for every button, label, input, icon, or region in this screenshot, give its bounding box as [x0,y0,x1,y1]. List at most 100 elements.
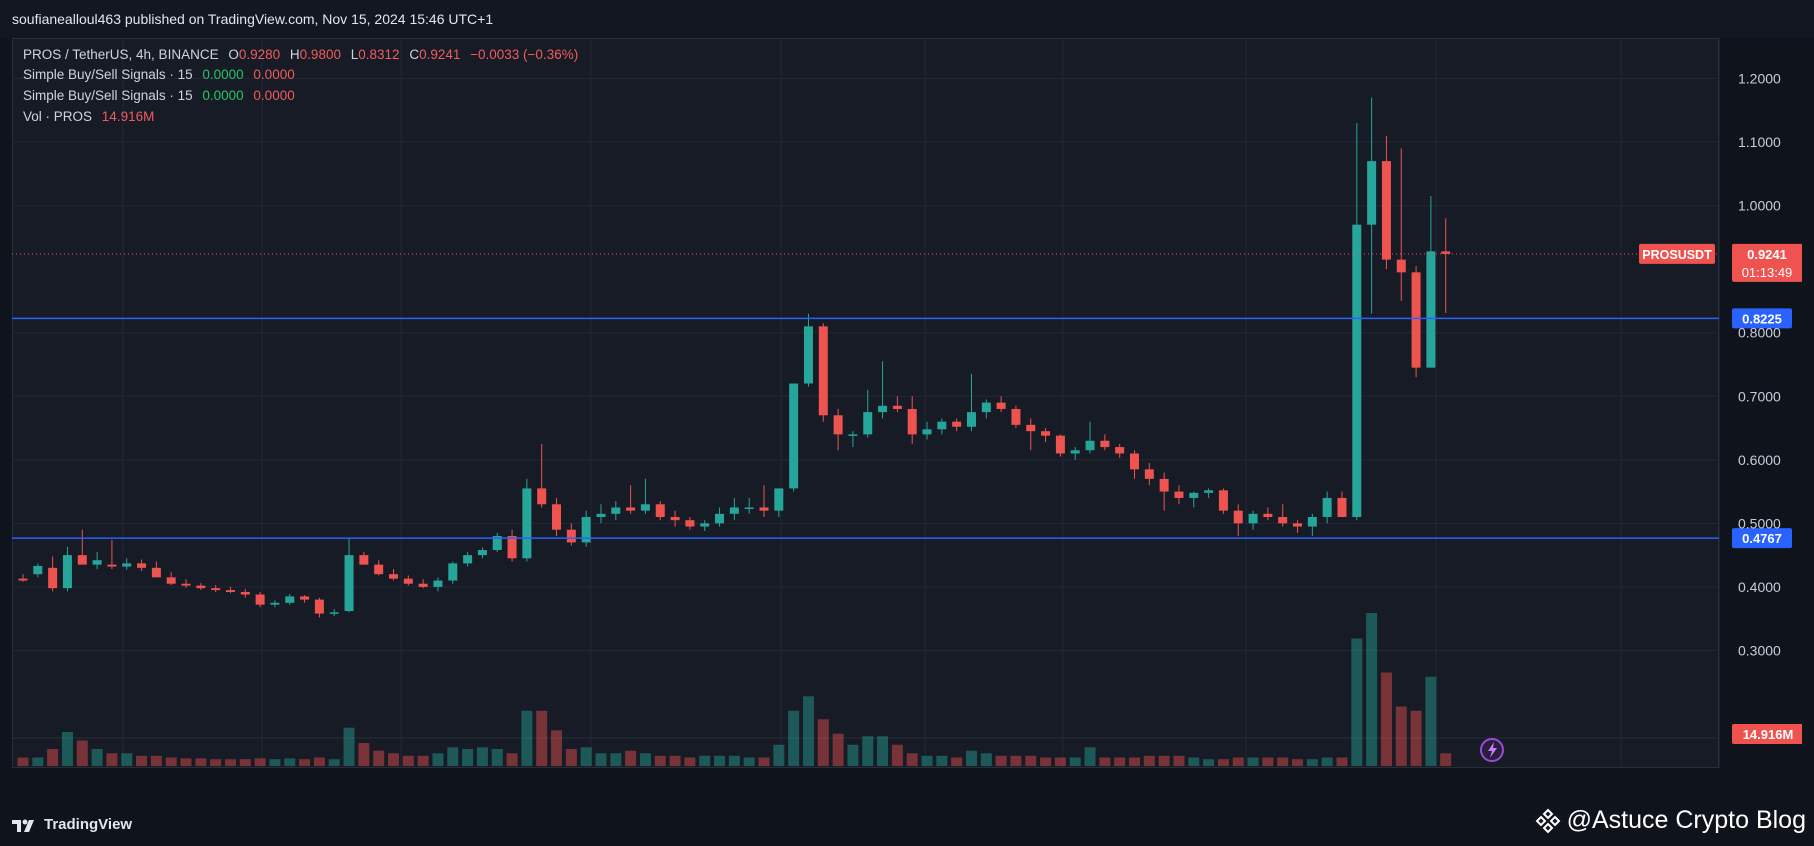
candle-body[interactable] [166,577,176,584]
chart-canvas[interactable]: 0.8225 0.4767 PROSUSDT 0.9241 01:13:49 1.2000… [12,38,1802,768]
candle-body[interactable] [492,536,502,551]
candle-body[interactable] [1218,490,1228,511]
candle-body[interactable] [1233,510,1243,524]
candle-body[interactable] [122,563,132,567]
candle-body[interactable] [1115,447,1125,454]
candle-body[interactable] [715,513,725,524]
candle-body[interactable] [1352,224,1362,517]
candle-body[interactable] [1026,424,1036,432]
candle-body[interactable] [403,578,413,584]
candle-body[interactable] [225,590,235,592]
tradingview-logo[interactable]: TradingView [12,816,132,833]
candle-body[interactable] [848,434,858,436]
candle-body[interactable] [1055,435,1065,454]
candle-body[interactable] [892,405,902,409]
candle-body[interactable] [433,580,443,587]
candle-body[interactable] [685,520,695,527]
candle-body[interactable] [48,567,58,589]
candle-body[interactable] [1070,450,1080,454]
candle-body[interactable] [966,412,976,427]
candle-body[interactable] [389,574,398,579]
candle-body[interactable] [255,594,265,605]
candle-body[interactable] [729,507,739,514]
candle-body[interactable] [448,563,458,581]
candle-body[interactable] [329,612,339,614]
main-series-legend[interactable]: PROS / TetherUS, 4h, BINANCE O0.9280 H0.… [23,47,584,62]
candle-body[interactable] [374,564,384,575]
candle-body[interactable] [314,599,324,614]
candle-body[interactable] [1041,431,1051,436]
candle-body[interactable] [611,507,621,514]
candle-body[interactable] [477,550,487,556]
candle-body[interactable] [18,578,28,581]
candle-body[interactable] [107,564,117,567]
candle-body[interactable] [700,523,710,527]
candle-body[interactable] [137,563,147,568]
candle-body[interactable] [1367,161,1377,225]
candle-body[interactable] [981,402,991,413]
candle-body[interactable] [1204,490,1214,493]
candle-body[interactable] [581,516,591,543]
candle-body[interactable] [907,408,917,435]
candle-body[interactable] [1085,440,1095,451]
indicator-legend-1[interactable]: Simple Buy/Sell Signals · 15 0.0000 0.00… [23,67,301,82]
candle-body[interactable] [522,488,532,559]
candle-body[interactable] [1100,440,1110,448]
candle-body[interactable] [640,504,650,511]
candle-body[interactable] [1441,251,1451,254]
candle-body[interactable] [92,560,102,565]
candle-body[interactable] [818,326,828,416]
candle-body[interactable] [655,504,665,517]
candle-body[interactable] [626,507,636,511]
candle-body[interactable] [1307,516,1317,527]
symbol-title[interactable]: PROS / TetherUS, 4h, BINANCE [23,47,219,62]
candle-body[interactable] [537,488,547,505]
volume-legend[interactable]: Vol · PROS 14.916M [23,109,160,124]
candle-body[interactable] [922,429,932,435]
candle-body[interactable] [596,513,606,517]
candle-body[interactable] [789,383,799,489]
candle-body[interactable] [77,555,87,565]
candle-body[interactable] [1337,497,1347,517]
candle-body[interactable] [566,529,576,543]
candle-body[interactable] [1293,523,1303,527]
candle-body[interactable] [211,588,221,591]
candle-body[interactable] [1174,491,1184,498]
candle-body[interactable] [62,555,72,589]
candle-body[interactable] [285,596,295,603]
candle-body[interactable] [759,507,769,511]
candle-body[interactable] [33,565,43,575]
candle-body[interactable] [181,583,191,586]
candle-body[interactable] [300,596,310,600]
candle-body[interactable] [151,567,161,578]
candle-body[interactable] [344,555,354,612]
candle-body[interactable] [507,536,517,559]
candle-body[interactable] [1381,161,1391,260]
candle-body[interactable] [1263,513,1273,517]
candle-body[interactable] [878,405,888,413]
candle-body[interactable] [670,516,680,521]
candle-body[interactable] [463,555,473,564]
candle-body[interactable] [359,555,369,565]
candle-body[interactable] [1159,478,1169,492]
candle-body[interactable] [1396,259,1406,273]
candle-body[interactable] [270,602,280,605]
candle-body[interactable] [996,402,1006,409]
candle-body[interactable] [552,504,562,530]
candle-body[interactable] [744,507,754,509]
candle-body[interactable] [863,412,873,435]
candle-body[interactable] [833,415,843,435]
candle-body[interactable] [937,421,947,430]
candle-body[interactable] [803,326,813,384]
candle-body[interactable] [1189,492,1199,498]
chart-pane[interactable] [12,38,1719,768]
candle-body[interactable] [1278,516,1288,524]
candle-body[interactable] [1144,469,1154,479]
candle-body[interactable] [774,488,784,511]
candle-body[interactable] [1248,513,1258,524]
candle-body[interactable] [1411,272,1421,368]
candle-body[interactable] [1322,497,1332,517]
indicator-legend-2[interactable]: Simple Buy/Sell Signals · 15 0.0000 0.00… [23,88,301,103]
candle-body[interactable] [196,585,206,589]
candle-body[interactable] [240,591,250,595]
